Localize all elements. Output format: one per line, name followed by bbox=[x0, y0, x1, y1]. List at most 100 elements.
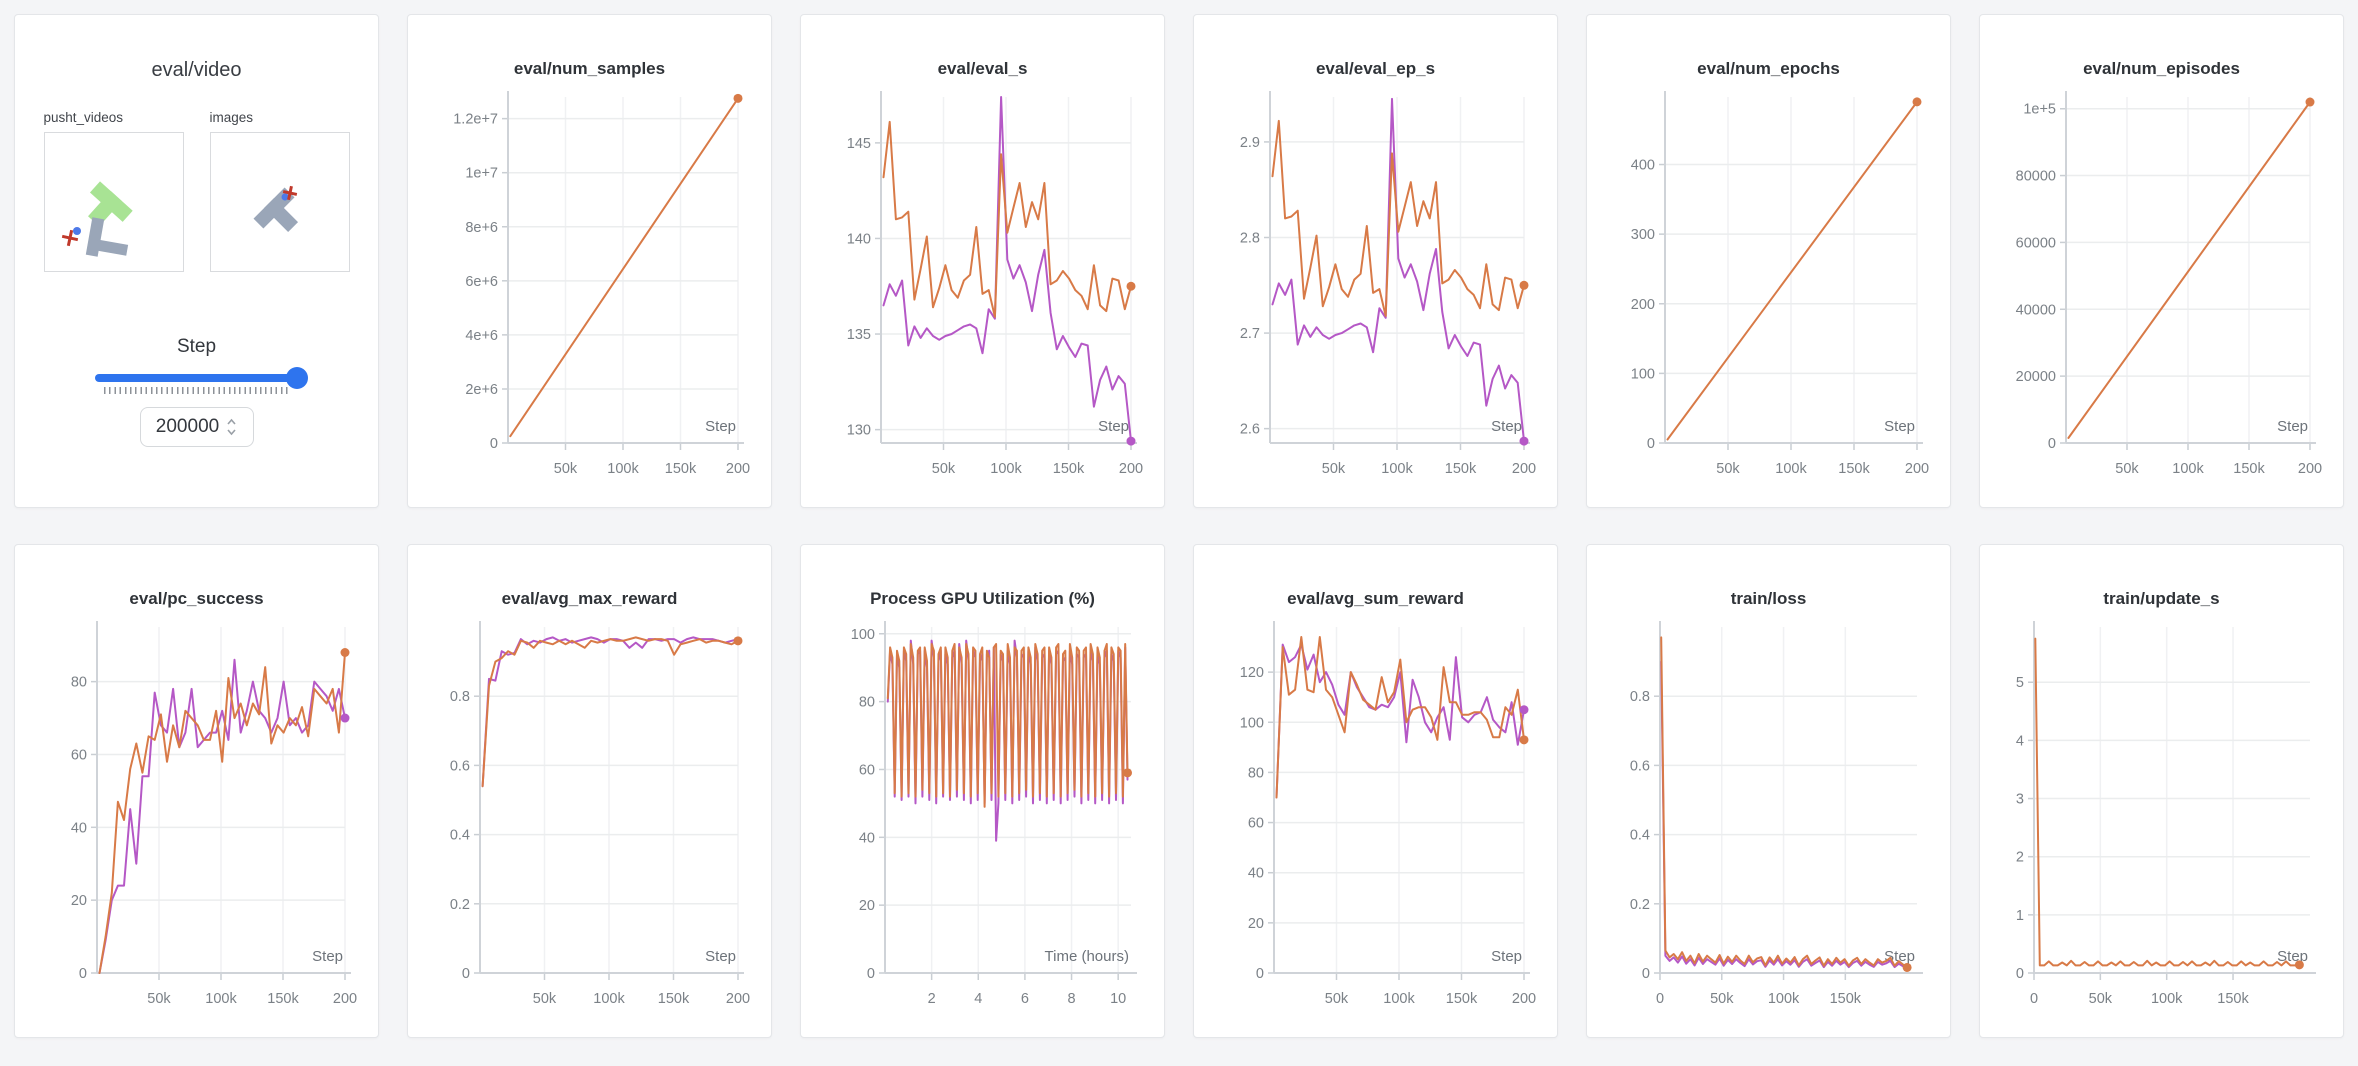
svg-text:300: 300 bbox=[1631, 227, 1655, 243]
svg-text:2: 2 bbox=[2016, 850, 2024, 866]
svg-text:200: 200 bbox=[333, 991, 357, 1007]
svg-text:100k: 100k bbox=[607, 461, 639, 477]
svg-text:50k: 50k bbox=[1710, 991, 1734, 1007]
goal-dot bbox=[281, 193, 288, 201]
svg-text:100k: 100k bbox=[2172, 461, 2204, 477]
svg-text:8: 8 bbox=[1068, 991, 1076, 1007]
svg-text:0.6: 0.6 bbox=[1630, 758, 1650, 774]
svg-text:150k: 150k bbox=[267, 991, 299, 1007]
svg-text:50k: 50k bbox=[554, 461, 578, 477]
svg-text:0.6: 0.6 bbox=[450, 758, 470, 774]
svg-text:4e+6: 4e+6 bbox=[465, 328, 498, 344]
chart-title: eval/pc_success bbox=[129, 589, 264, 608]
slider-track[interactable] bbox=[94, 367, 308, 389]
line-chart[interactable]: 50k 100k 150k 200 130 135 140 145 Step bbox=[801, 81, 1164, 505]
svg-text:Time (hours): Time (hours) bbox=[1045, 948, 1129, 965]
svg-text:0.8: 0.8 bbox=[1630, 689, 1650, 705]
panel-eval-num-episodes: eval/num_episodes 50k 100k 150k 200 0 20000 40… bbox=[1979, 14, 2344, 508]
svg-text:200: 200 bbox=[726, 991, 750, 1007]
panel-eval-num-samples: eval/num_samples 50k 100k 150k 200 0 2e+6 4e+6… bbox=[407, 14, 772, 508]
panel-eval-pc-success: eval/pc_success 50k 100k 150k 200 0 20 40 60 80 S… bbox=[14, 544, 379, 1038]
svg-text:2.9: 2.9 bbox=[1240, 135, 1260, 151]
svg-text:0: 0 bbox=[1647, 436, 1655, 452]
svg-text:0: 0 bbox=[2016, 966, 2024, 982]
svg-text:0.2: 0.2 bbox=[1630, 897, 1650, 913]
svg-text:40: 40 bbox=[1248, 866, 1264, 882]
video-thumbnails-row: pusht_videos bbox=[15, 110, 378, 272]
line-chart[interactable]: 2 4 6 8 10 0 20 40 60 80 100 Time (hours) bbox=[801, 611, 1164, 1035]
svg-text:Step: Step bbox=[1098, 418, 1129, 435]
chart-title: eval/eval_ep_s bbox=[1315, 59, 1436, 78]
chart-title: eval/eval_s bbox=[937, 59, 1028, 78]
chart-title: Process GPU Utilization (%) bbox=[870, 589, 1095, 608]
panel-train-update-s: train/update_s 0 50k 100k 150k 0 1 2 3 4 5 Step bbox=[1979, 544, 2344, 1038]
svg-text:200: 200 bbox=[1512, 461, 1536, 477]
images-thumbnail[interactable] bbox=[209, 132, 350, 272]
pusht-video-thumbnail[interactable] bbox=[43, 132, 184, 272]
line-chart[interactable]: 50k 100k 150k 200 0 0.2 0.4 0.6 0.8 Step bbox=[408, 611, 771, 1035]
line-chart[interactable]: 50k 100k 150k 200 0 20 40 60 80 100 120 Step bbox=[1194, 611, 1557, 1035]
line-chart[interactable]: 50k 100k 150k 200 0 20 40 60 80 Step bbox=[15, 611, 378, 1035]
step-value-input[interactable]: 200000 bbox=[139, 407, 254, 447]
line-chart[interactable]: 50k 100k 150k 200 0 2e+6 4e+6 6e+6 8e+6 1e+7 1.2e+… bbox=[408, 81, 771, 505]
slider-tick-ruler bbox=[103, 387, 290, 394]
svg-text:Step: Step bbox=[1491, 948, 1522, 965]
svg-text:400: 400 bbox=[1631, 158, 1655, 174]
svg-text:1e+7: 1e+7 bbox=[465, 166, 498, 182]
chart-title: train/update_s bbox=[2103, 589, 2220, 608]
svg-text:20: 20 bbox=[71, 893, 87, 909]
svg-text:0: 0 bbox=[2048, 436, 2056, 452]
pusht-scene-image bbox=[61, 181, 133, 257]
svg-text:0: 0 bbox=[2030, 991, 2038, 1007]
svg-text:60000: 60000 bbox=[2016, 235, 2056, 251]
svg-text:5: 5 bbox=[2016, 675, 2024, 691]
svg-text:2.7: 2.7 bbox=[1240, 326, 1260, 342]
step-slider[interactable] bbox=[94, 367, 308, 394]
svg-text:20: 20 bbox=[859, 898, 875, 914]
line-chart[interactable]: 50k 100k 150k 200 0 100 200 300 400 Step bbox=[1587, 81, 1950, 505]
svg-text:100k: 100k bbox=[1383, 991, 1415, 1007]
svg-text:100k: 100k bbox=[1381, 461, 1413, 477]
svg-text:Step: Step bbox=[705, 948, 736, 965]
svg-text:135: 135 bbox=[847, 327, 871, 343]
svg-text:200: 200 bbox=[1512, 991, 1536, 1007]
svg-text:2e+6: 2e+6 bbox=[465, 382, 498, 398]
svg-text:0.4: 0.4 bbox=[1630, 828, 1650, 844]
stepper-arrows[interactable] bbox=[226, 417, 237, 437]
svg-text:2.6: 2.6 bbox=[1240, 422, 1260, 438]
line-chart[interactable]: 0 50k 100k 150k 0 1 2 3 4 5 Step bbox=[1980, 611, 2343, 1035]
chart-title: eval/num_samples bbox=[513, 59, 666, 78]
svg-text:100: 100 bbox=[1240, 715, 1264, 731]
svg-text:Step: Step bbox=[1491, 418, 1522, 435]
svg-text:0.4: 0.4 bbox=[450, 828, 470, 844]
svg-text:150k: 150k bbox=[665, 461, 697, 477]
svg-text:Step: Step bbox=[2277, 418, 2308, 435]
svg-text:60: 60 bbox=[1248, 816, 1264, 832]
svg-text:60: 60 bbox=[71, 747, 87, 763]
svg-text:50k: 50k bbox=[1322, 461, 1346, 477]
pusht-videos-label: pusht_videos bbox=[43, 110, 124, 125]
svg-text:100k: 100k bbox=[1768, 991, 1800, 1007]
svg-text:150k: 150k bbox=[2233, 461, 2265, 477]
line-chart[interactable]: 50k 100k 150k 200 0 20000 40000 60000 80000 1e+5 S… bbox=[1980, 81, 2343, 505]
step-slider-label: Step bbox=[176, 336, 217, 357]
video-panel-title: eval/video bbox=[151, 59, 242, 81]
svg-text:50k: 50k bbox=[2115, 461, 2139, 477]
chart-title: eval/avg_max_reward bbox=[501, 589, 678, 608]
svg-text:100k: 100k bbox=[990, 461, 1022, 477]
svg-text:140: 140 bbox=[847, 231, 871, 247]
svg-text:50k: 50k bbox=[533, 991, 557, 1007]
svg-text:0.8: 0.8 bbox=[450, 689, 470, 705]
slider-thumb[interactable] bbox=[285, 367, 308, 389]
line-chart[interactable]: 50k 100k 150k 200 2.6 2.7 2.8 2.9 Step bbox=[1194, 81, 1557, 505]
svg-text:50k: 50k bbox=[147, 991, 171, 1007]
line-chart[interactable]: 0 50k 100k 150k 0 0.2 0.4 0.6 0.8 Step bbox=[1587, 611, 1950, 1035]
step-value: 200000 bbox=[155, 416, 220, 437]
svg-text:2: 2 bbox=[928, 991, 936, 1007]
panel-eval-eval-ep-s: eval/eval_ep_s 50k 100k 150k 200 2.6 2.7 2.8 2.… bbox=[1193, 14, 1558, 508]
svg-text:0: 0 bbox=[867, 966, 875, 982]
svg-text:50k: 50k bbox=[2089, 991, 2113, 1007]
svg-text:200: 200 bbox=[2298, 461, 2322, 477]
svg-text:200: 200 bbox=[726, 461, 750, 477]
